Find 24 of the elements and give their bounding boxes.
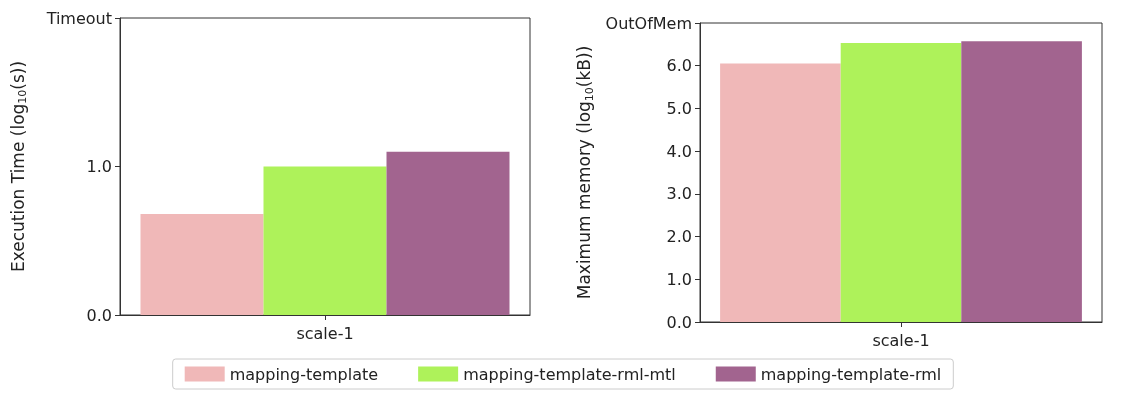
y-tick-label: Timeout (45, 8, 112, 28)
y-tick-label: 0.0 (666, 312, 692, 332)
y-tick-label: 1.0 (86, 157, 112, 176)
bar (263, 166, 387, 315)
y-tick-label: 6.0 (666, 56, 692, 76)
y-tick-label: OutOfMem (605, 13, 692, 33)
y-axis-title: Execution Time (log10(s)) (7, 60, 29, 273)
y-tick-label: 2.0 (666, 227, 692, 247)
bar (720, 63, 841, 322)
bar (386, 151, 510, 315)
bar (140, 214, 264, 315)
legend-label: mapping-template-rml (760, 364, 942, 384)
x-tick-label: scale-1 (296, 323, 354, 343)
y-tick-label: 1.0 (666, 269, 692, 289)
y-tick-label: 0.0 (86, 305, 112, 325)
bar (961, 41, 1082, 322)
y-tick-label: 3.0 (666, 184, 692, 204)
y-tick-label: 5.0 (666, 98, 692, 118)
bar (840, 43, 962, 322)
legend-label: mapping-template (229, 364, 379, 384)
y-axis-title: Maximum memory (log10(kB)) (574, 45, 596, 300)
legend-label: mapping-template-rml-mtl (463, 364, 676, 384)
x-tick-label: scale-1 (872, 330, 930, 350)
y-tick-label: 4.0 (666, 141, 692, 161)
